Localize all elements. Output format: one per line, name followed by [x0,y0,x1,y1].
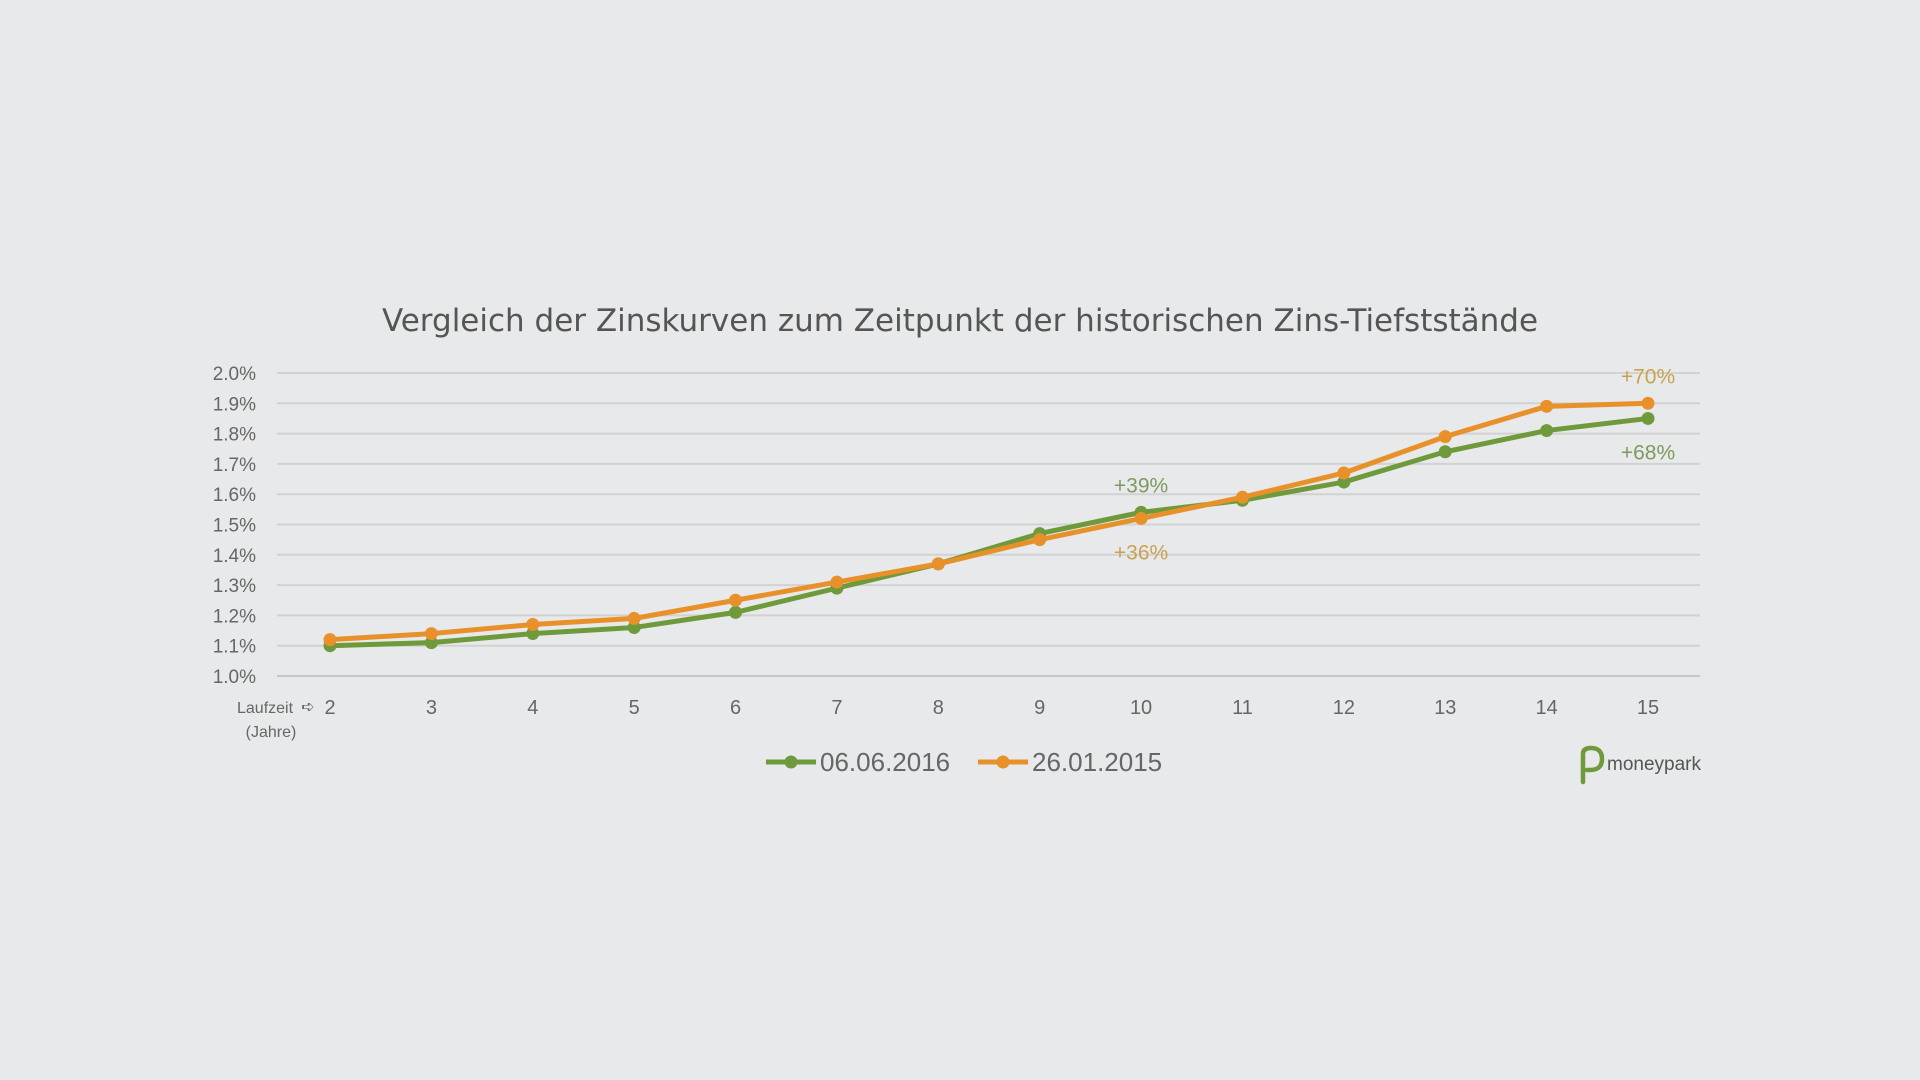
x-tick-label: 8 [933,697,944,719]
x-tick-label: 2 [324,697,335,719]
chart-title: Vergleich der Zinskurven zum Zeitpunkt d… [382,303,1538,339]
x-tick-label: 9 [1034,697,1045,719]
data-point [931,557,945,571]
x-tick-label: 10 [1130,697,1152,719]
x-tick-label: 4 [527,697,538,719]
legend-swatch-marker [784,755,798,769]
data-point [1438,430,1452,444]
y-tick-label: 1.0% [213,667,256,688]
data-annotation: +68% [1621,441,1675,464]
x-tick-label: 7 [831,697,842,719]
data-point [1033,533,1047,547]
data-point [1540,399,1554,413]
data-point [1134,511,1148,525]
y-tick-label: 1.1% [213,637,256,658]
legend-label: 06.06.2016 [820,747,950,777]
data-point [526,617,540,631]
y-tick-label: 1.4% [213,546,256,567]
y-tick-label: 2.0% [213,364,256,385]
legend-label: 26.01.2015 [1032,747,1162,777]
legend-swatch-marker [996,755,1010,769]
data-point [1641,396,1655,410]
arrow-right-icon: ➪ [301,699,314,716]
legend-item: 26.01.2015 [978,747,1162,777]
data-point [1337,466,1351,480]
x-tick-label: 6 [730,697,741,719]
y-tick-label: 1.9% [213,394,256,415]
data-point [1438,445,1452,459]
legend-item: 06.06.2016 [766,747,950,777]
y-tick-label: 1.7% [213,455,256,476]
series [323,396,1655,653]
series-line [327,415,1651,649]
data-annotation: +70% [1621,365,1675,388]
x-axis-label: Laufzeit [237,700,294,717]
x-axis-ticks: 2 3 4 5 6 7 8 9 10 11 12 13 14 15 [324,697,1659,719]
y-tick-label: 1.6% [213,485,256,506]
x-axis-unit: (Jahre) [246,724,297,741]
annotations: +39% +36% +70% +68% [1114,365,1675,564]
x-tick-label: 14 [1535,697,1557,719]
x-tick-label: 3 [426,697,437,719]
data-point [424,627,438,641]
data-annotation: +39% [1114,474,1168,497]
legend: 06.06.2016 26.01.2015 [766,747,1162,777]
x-axis-caption: Laufzeit ➪ (Jahre) [237,699,315,741]
y-tick-label: 1.2% [213,606,256,627]
x-tick-label: 13 [1434,697,1456,719]
x-tick-label: 15 [1637,697,1659,719]
x-tick-label: 11 [1232,697,1253,719]
data-point [526,627,540,641]
brand-logo: moneypark [1580,745,1701,785]
data-point [1235,490,1249,504]
data-point [1540,424,1554,438]
moneypark-logo-icon [1580,745,1605,785]
y-tick-label: 1.5% [213,516,256,537]
x-tick-label: 5 [629,697,640,719]
grid [277,372,1700,677]
series-line [327,400,1651,643]
data-annotation: +36% [1114,541,1168,564]
y-tick-label: 1.3% [213,576,256,597]
data-point [830,575,844,589]
y-tick-label: 1.8% [213,425,256,446]
series-2 [323,396,1655,647]
y-axis-ticks: 1.0% 1.1% 1.2% 1.3% 1.4% 1.5% 1.6% 1.7% 1.8% 1.9%… [213,364,256,688]
data-point [729,593,743,607]
data-point [627,621,641,635]
data-point [323,633,337,647]
data-point [729,605,743,619]
data-point [1337,475,1351,489]
data-point [627,611,641,625]
x-tick-label: 12 [1333,697,1355,719]
brand-name: moneypark [1607,754,1701,775]
data-point [424,636,438,650]
data-point [1641,411,1655,425]
